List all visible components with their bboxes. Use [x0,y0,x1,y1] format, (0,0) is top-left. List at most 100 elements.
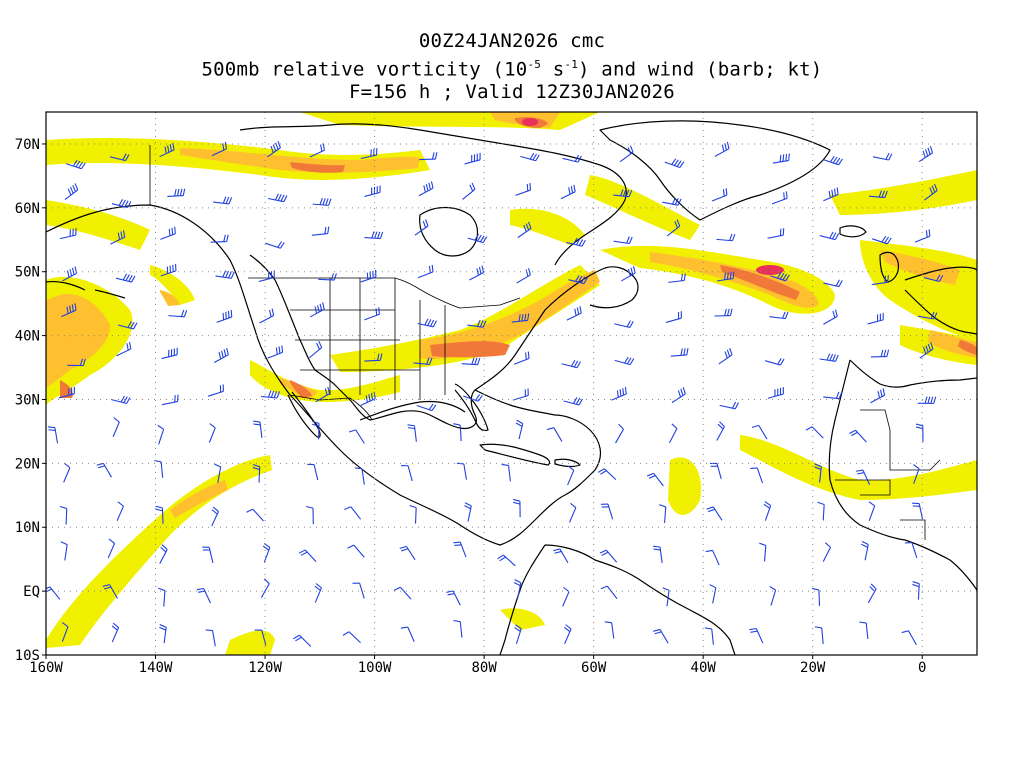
wind-barb [868,190,888,199]
wind-barb [115,273,136,283]
wind-barb [870,388,886,404]
wind-barb [352,582,365,599]
wind-barb [464,502,472,522]
wind-barb [344,506,362,520]
wind-barb [515,183,532,196]
wind-barb [155,505,164,524]
wind-barb [116,501,124,522]
lat-tick-label: 50N [15,265,40,281]
wind-barb [414,219,429,236]
wind-barb [47,426,59,444]
wind-barb [823,279,843,288]
title-field-suffix: ) and wind (barb; kt) [578,58,823,81]
wind-barb [111,199,132,209]
wind-barb [868,501,876,522]
wind-barb [560,184,576,200]
lat-tick-label: 10S [15,648,40,664]
wind-barb [354,467,365,485]
wind-barb [769,585,777,606]
wind-barb [364,353,383,362]
wind-barb [202,546,214,564]
wind-barb [823,187,839,202]
wind-barb [546,427,563,442]
wind-barb [364,185,381,197]
lon-tick-label: 60W [581,660,607,676]
wind-barb [511,313,530,323]
wind-barb [59,505,68,525]
wind-barb [111,622,120,643]
wind-barb [568,275,588,285]
wind-barb [267,141,281,158]
lon-tick-label: 160W [29,660,63,676]
wind-barb [308,340,323,359]
wind-barb [400,626,415,642]
wind-barb [253,420,263,439]
wind-barb [823,155,843,166]
wind-barb [704,627,714,645]
wind-barb [918,311,938,320]
wind-barb [259,308,275,324]
wind-barb [871,275,889,286]
cuba [479,443,551,466]
wind-barb [309,302,325,318]
wind-barb [566,237,586,247]
wind-barb [771,191,788,205]
wind-barb [347,544,365,558]
wind-barb [915,423,924,442]
wind-barb [520,152,540,162]
wind-barb [514,624,522,645]
wind-barb [160,226,176,240]
wind-barb [872,235,892,245]
wind-barb [513,498,521,518]
wind-barb [107,538,116,559]
wind-barb [912,581,920,600]
wind-barb [717,271,735,282]
wind-barb [262,542,271,563]
wind-barb [461,357,481,366]
aleutians [46,280,126,299]
wind-barb [668,273,686,283]
wind-barb [258,270,275,283]
wind-barb [564,624,572,644]
wind-barb [61,303,77,318]
wind-barb [670,347,689,357]
wind-barb [96,462,112,478]
wind-barb [706,506,723,521]
wind-barb [822,542,832,562]
wind-barb [348,429,365,444]
lon-tick-label: 120W [248,660,282,676]
wind-barb [453,423,462,442]
wind-barb [867,583,877,604]
wind-barb [293,634,312,647]
wind-barb [467,319,487,328]
florida [454,383,489,432]
wind-barb [63,462,71,483]
wind-barb [709,462,722,479]
lon-tick-label: 140W [139,660,173,676]
wind-barb [298,549,317,563]
wind-barb [216,309,233,323]
wind-barb [64,183,79,201]
map-title: 00Z24JAN2026 cmc 500mb relative vorticit… [0,30,1024,104]
wind-barb [666,219,681,237]
north-america-coast [46,204,602,546]
hispaniola [554,458,581,468]
wind-barb [867,312,884,325]
wind-barb [917,396,937,405]
wind-barb [805,426,824,439]
africa-borders [835,409,941,540]
africa-coast [828,359,977,591]
wind-barbs [46,141,944,647]
latitude-axis: 70N 60N 50N 40N 30N 20N 10N EQ 10S [15,137,46,664]
wind-barb [417,318,437,328]
wind-barb [416,403,437,412]
wind-barb [252,464,261,483]
wind-barb [759,542,767,562]
wind-barb [872,152,893,161]
lat-tick-label: 70N [15,137,40,153]
wind-barb [918,146,934,163]
wind-barb [401,465,413,482]
wind-barb [561,359,581,369]
wind-barb [819,231,840,241]
title-field-mid: s [541,58,565,81]
